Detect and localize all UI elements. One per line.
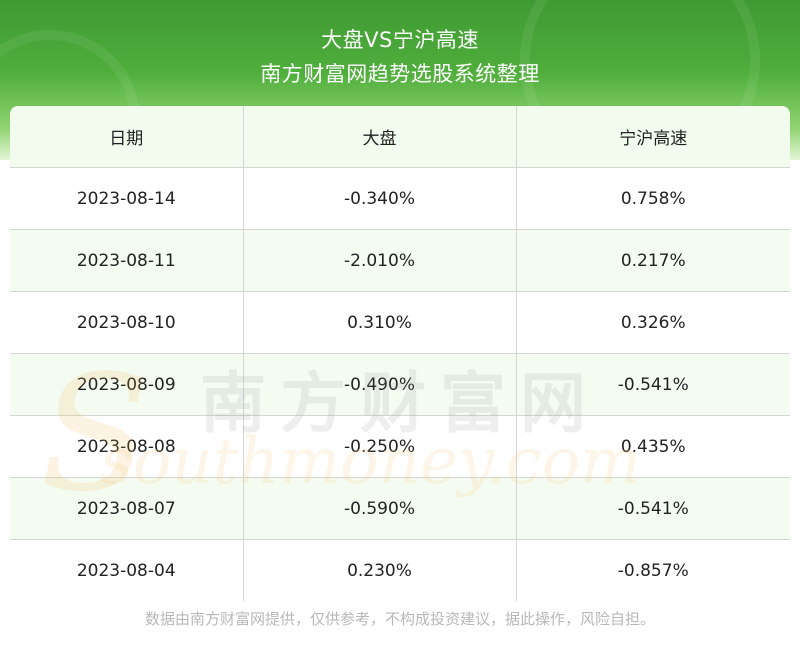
cell-stock: 0.758% [516, 167, 790, 230]
cell-market: -2.010% [243, 229, 517, 292]
table-row: 2023-08-11 -2.010% 0.217% [10, 229, 790, 292]
cell-date: 2023-08-09 [10, 353, 244, 416]
table-row: 2023-08-08 -0.250% 0.435% [10, 415, 790, 478]
cell-date: 2023-08-11 [10, 229, 244, 292]
cell-stock: -0.857% [617, 560, 689, 581]
column-header-date: 日期 [10, 106, 244, 168]
cell-date: 2023-08-04 [10, 539, 244, 601]
table-row: 2023-08-14 -0.340% 0.758% [10, 167, 790, 230]
cell-market: 0.310% [243, 291, 517, 354]
cell-market: -0.340% [243, 167, 517, 230]
cell-date: 2023-08-14 [10, 167, 244, 230]
table-header-row: 日期 大盘 宁沪高速 [10, 106, 790, 168]
cell-stock: 0.435% [516, 415, 790, 478]
page-title: 大盘VS宁沪高速 [321, 28, 479, 52]
page-subtitle: 南方财富网趋势选股系统整理 [260, 62, 540, 86]
disclaimer-footer: 数据由南方财富网提供，仅供参考，不构成投资建议，据此操作，风险自担。 [144, 610, 655, 628]
table-row: 2023-08-10 0.310% 0.326% [10, 291, 790, 354]
table-row: 2023-08-07 -0.590% -0.541% [10, 477, 790, 540]
table-row: 2023-08-04 0.230% -0.857% [10, 539, 790, 601]
cell-stock: 0.217% [516, 229, 790, 292]
cell-date: 2023-08-10 [10, 291, 244, 354]
cell-stock: 0.326% [516, 291, 790, 354]
comparison-table: 日期 大盘 宁沪高速 2023-08-14 -0.340% 0.758% 202… [10, 106, 790, 601]
cell-stock: -0.541% [516, 477, 790, 540]
cell-stock: -0.541% [516, 353, 790, 416]
cell-date: 2023-08-07 [10, 477, 244, 540]
cell-market: 0.230% [243, 539, 517, 601]
cell-date: 2023-08-08 [10, 415, 244, 478]
cell-market: -0.590% [243, 477, 517, 540]
cell-market: -0.250% [243, 415, 517, 478]
column-header-market: 大盘 [243, 106, 517, 168]
cell-market: -0.490% [243, 353, 517, 416]
decorative-gauge-shape [520, 0, 760, 160]
column-header-stock: 宁沪高速 [516, 106, 790, 168]
decorative-gauge-shape [0, 30, 140, 160]
table-row: 2023-08-09 -0.490% -0.541% [10, 353, 790, 416]
data-table-card: 日期 大盘 宁沪高速 2023-08-14 -0.340% 0.758% 202… [10, 106, 790, 602]
